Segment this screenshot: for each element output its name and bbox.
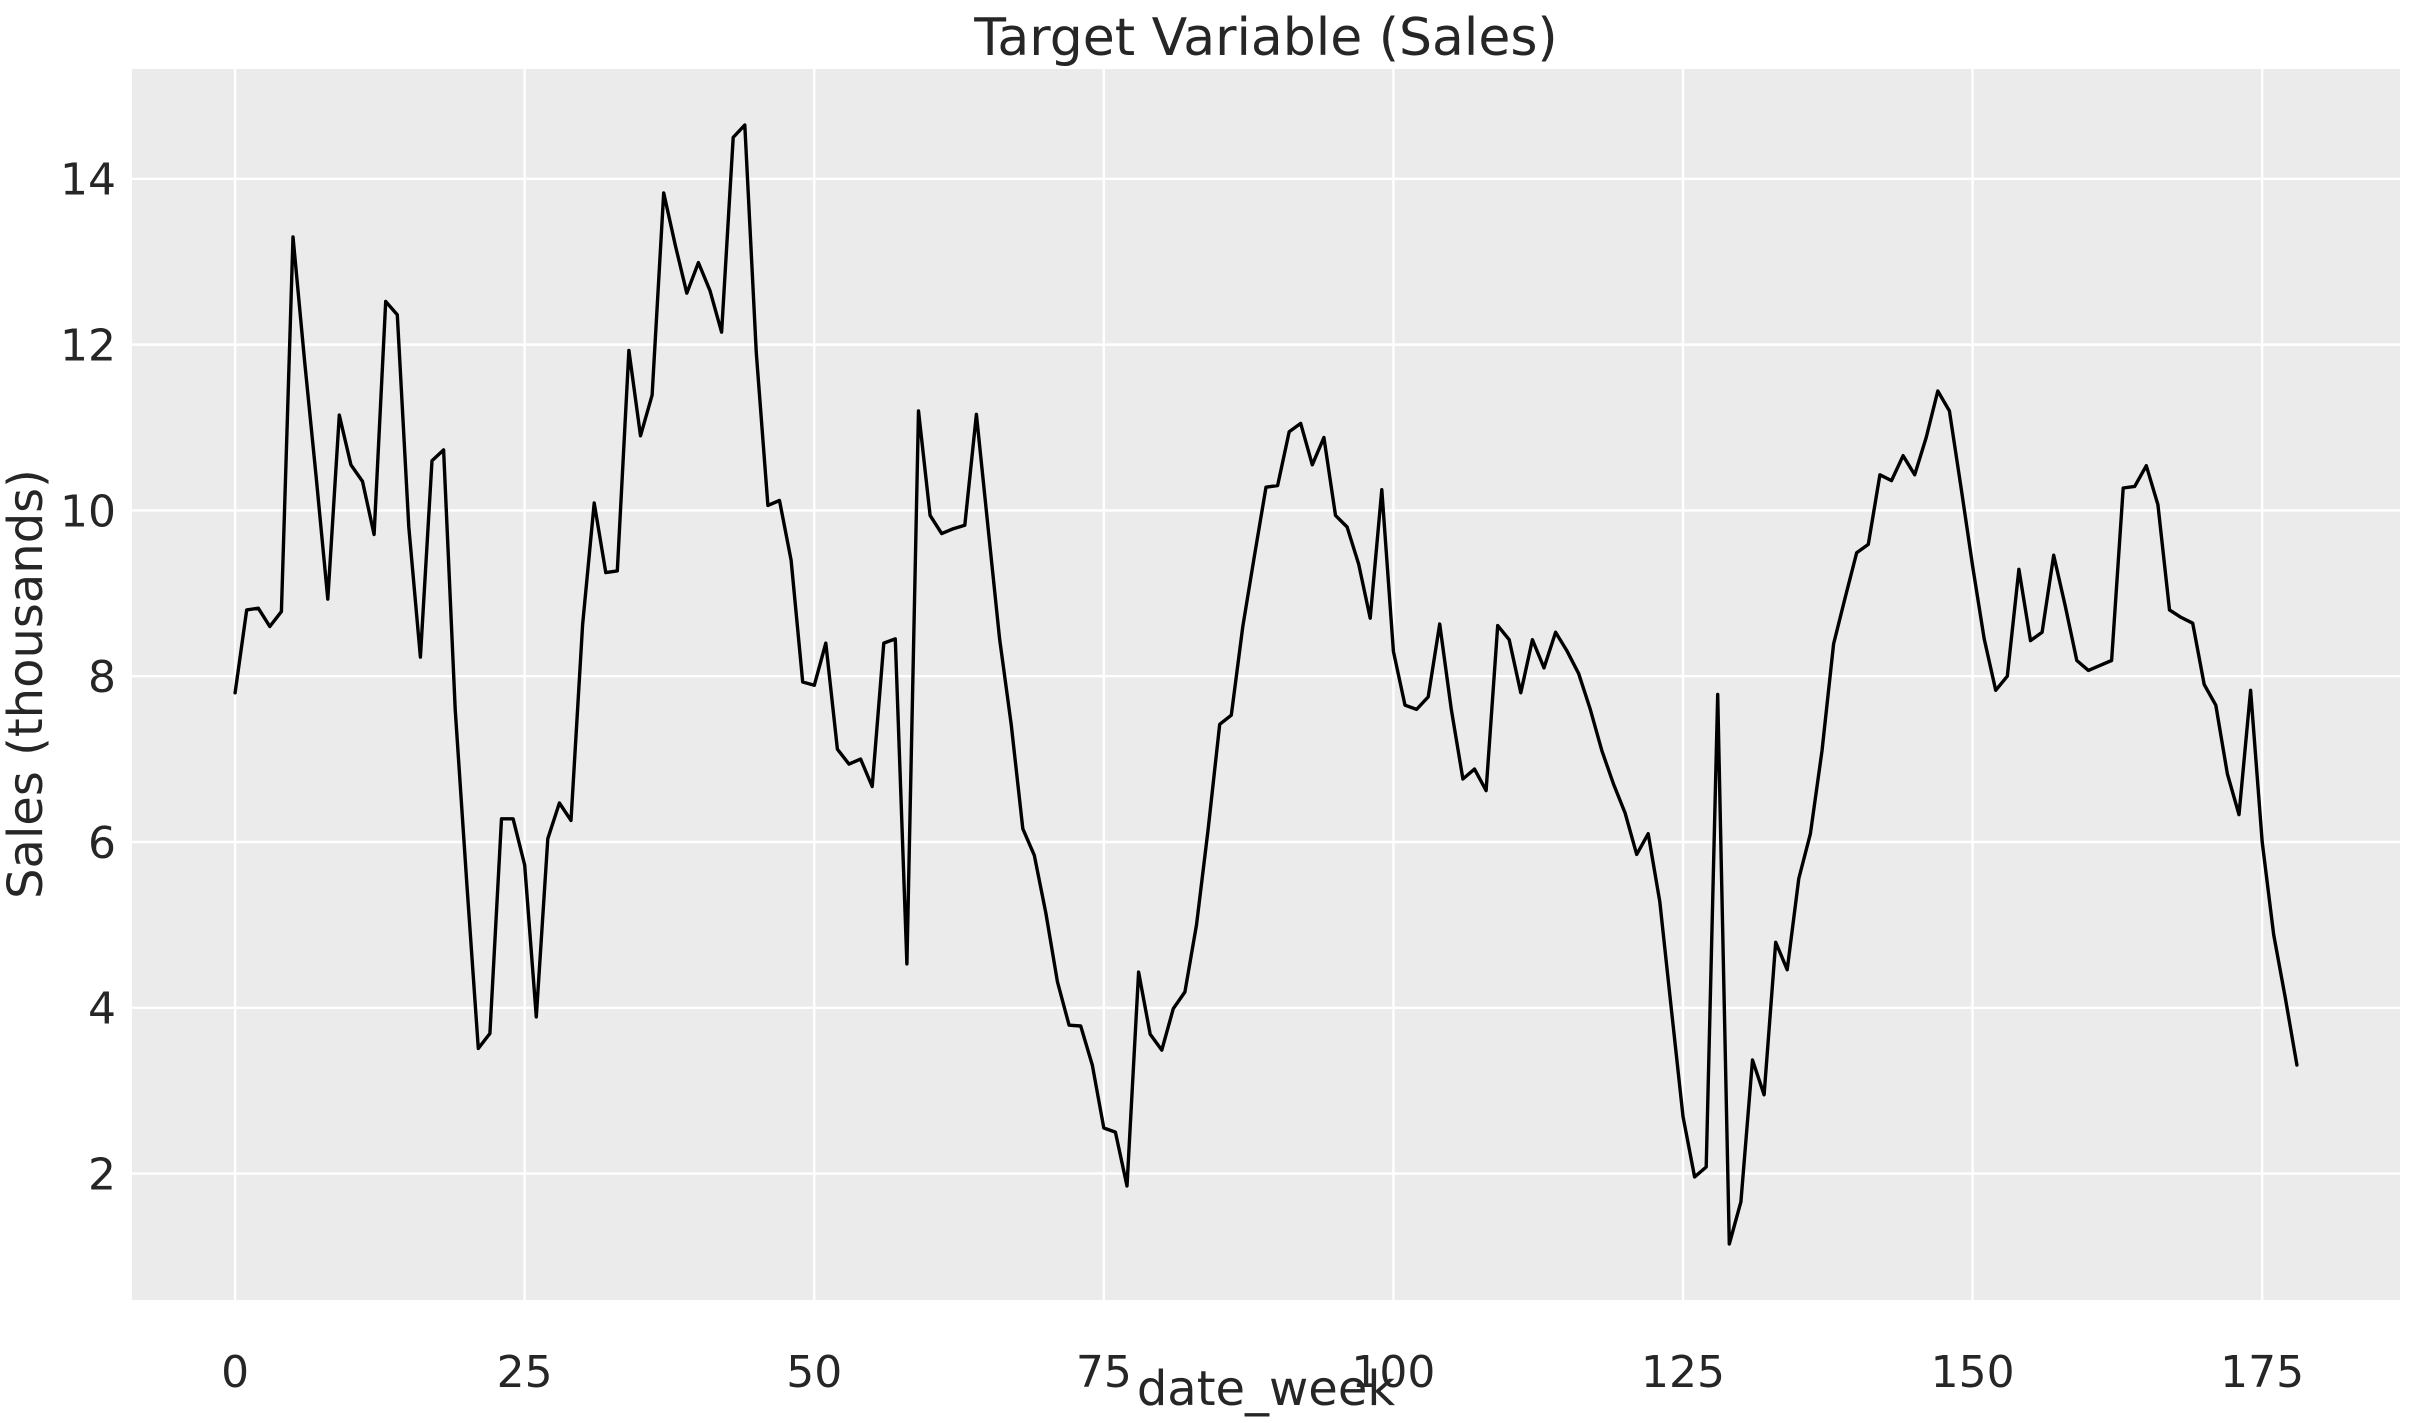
gridlines <box>132 69 2400 1300</box>
x-tick-label-175: 175 <box>2220 1347 2304 1398</box>
x-axis-label: date_week <box>1137 1361 1396 1417</box>
y-tick-label-6: 6 <box>88 818 116 869</box>
plot-area <box>132 69 2400 1300</box>
x-tick-label-100: 100 <box>1351 1347 1435 1398</box>
chart-title: Target Variable (Sales) <box>973 8 1557 68</box>
x-tick-label-50: 50 <box>786 1347 842 1398</box>
y-axis-label: Sales (thousands) <box>0 469 54 899</box>
x-tick-label-150: 150 <box>1931 1347 2015 1398</box>
y-tick-label-10: 10 <box>60 486 116 537</box>
x-tick-label-0: 0 <box>221 1347 249 1398</box>
y-tick-label-8: 8 <box>88 652 116 703</box>
x-tick-label-125: 125 <box>1641 1347 1725 1398</box>
y-tick-label-14: 14 <box>60 155 116 206</box>
sales-line <box>233 123 2299 1246</box>
x-tick-label-25: 25 <box>497 1347 553 1398</box>
y-tick-label-12: 12 <box>60 320 116 371</box>
x-tick-label-75: 75 <box>1076 1347 1132 1398</box>
y-tick-label-4: 4 <box>88 984 116 1035</box>
y-tick-label-2: 2 <box>88 1149 116 1200</box>
sales-line-series <box>233 123 2299 1246</box>
x-tick-labels: 0 25 50 75 100 125 150 175 <box>221 1347 2304 1398</box>
y-tick-labels: 2 4 6 8 10 12 14 <box>60 155 116 1201</box>
